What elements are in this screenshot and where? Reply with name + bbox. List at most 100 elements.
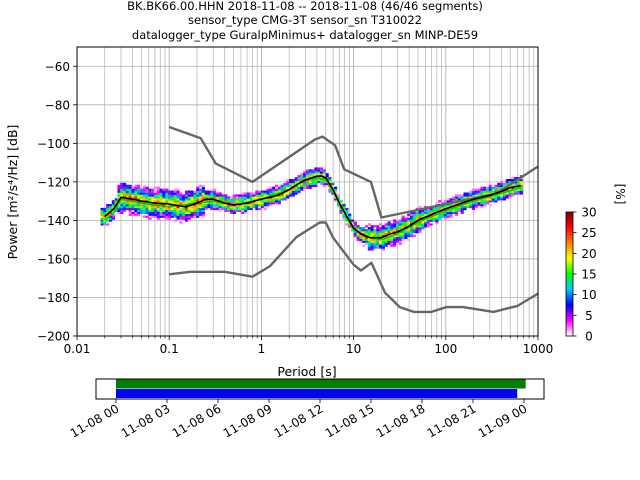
heatmap-cell [131,209,135,213]
heatmap-cell [505,192,509,195]
heatmap-cell [131,205,135,209]
heatmap-cell [196,190,200,193]
heatmap-cell [418,215,422,218]
heatmap-cell [353,232,357,236]
heatmap-cell [305,169,310,172]
heatmap-cell [229,209,234,213]
heatmap-cell [196,209,200,213]
heatmap-cell [123,194,127,197]
heatmap-cell [421,215,425,218]
heatmap-cell [117,184,121,187]
heatmap-cell [373,242,377,245]
heatmap-cell [274,184,279,187]
heatmap-cell [120,209,124,213]
heatmap-cell [173,194,177,197]
heatmap-cell [173,198,177,201]
heatmap-cell [190,198,194,201]
heatmap-cell [370,240,374,243]
heatmap-cell [367,248,371,251]
heatmap-cell [452,207,456,211]
heatmap-cell [289,188,293,191]
heatmap-cell [224,205,228,209]
heatmap-cell [370,238,374,241]
heatmap-cell [241,205,245,209]
heatmap-cell [345,217,349,220]
heatmap-cell [412,225,416,228]
heatmap-cell [516,180,521,184]
heatmap-cell [345,213,349,216]
heatmap-cell [190,205,194,209]
heatmap-cell [393,244,397,247]
heatmap-cell [342,207,346,211]
heatmap-cell [210,192,214,195]
heatmap-cell [280,186,284,189]
heatmap-cell [404,236,408,240]
heatmap-cell [162,200,166,203]
heatmap-cell [452,211,456,214]
heatmap-cell [244,192,248,195]
heatmap-cell [457,196,461,199]
heatmap-cell [319,167,324,170]
heatmap-cell [297,177,301,180]
heatmap-cell [415,229,419,232]
heatmap-cell [401,221,405,224]
heatmap-cell [283,182,287,186]
heatmap-cell [255,200,259,203]
heatmap-cell [483,188,487,191]
heatmap-cell [331,184,335,187]
heatmap-cell [260,200,265,203]
heatmap-cell [131,196,135,199]
heatmap-cell [176,205,180,209]
heatmap-cell [407,213,411,216]
heatmap-cell [418,213,422,216]
heatmap-cell [384,232,388,236]
heatmap-cell [193,194,197,197]
heatmap-cell [255,202,259,205]
heatmap-cell [387,240,391,243]
heatmap-cell [356,229,360,232]
heatmap-cell [497,194,501,197]
heatmap-cell [196,196,200,199]
heatmap-cell [483,192,487,195]
heatmap-cell [221,196,225,199]
heatmap-cell [446,200,450,203]
heatmap-cell [187,215,191,218]
heatmap-cell [294,182,298,186]
heatmap-cell [494,196,498,199]
heatmap-cell [260,204,265,207]
heatmap-cell [353,223,357,226]
heatmap-cell [497,184,501,187]
heatmap-cell [505,194,509,197]
heatmap-cell [260,202,265,205]
heatmap-cell [170,190,174,193]
heatmap-cell [168,213,172,216]
heatmap-cell [128,192,132,195]
heatmap-cell [176,217,180,220]
heatmap-cell [120,204,124,207]
heatmap-cell [283,198,287,201]
heatmap-cell [213,205,217,209]
heatmap-cell [170,202,174,205]
heatmap-cell [156,217,160,220]
heatmap-cell [511,192,515,195]
heatmap-cell [232,207,236,211]
heatmap-cell [117,186,121,189]
heatmap-cell [410,211,414,214]
heatmap-cell [483,204,487,207]
heatmap-cell [477,204,481,207]
heatmap-cell [401,215,405,218]
heatmap-cell [179,200,183,203]
heatmap-cell [359,227,363,230]
heatmap-cell [196,194,200,197]
heatmap-cell [179,213,183,216]
heatmap-cell [123,192,127,195]
heatmap-cell [168,204,172,207]
heatmap-cell [483,202,487,205]
heatmap-cell [156,213,160,216]
plot-frame [76,46,539,337]
heatmap-cell [289,182,293,186]
time-tick-label: 11-08 21 [425,401,479,440]
heatmap-cell [395,236,400,240]
